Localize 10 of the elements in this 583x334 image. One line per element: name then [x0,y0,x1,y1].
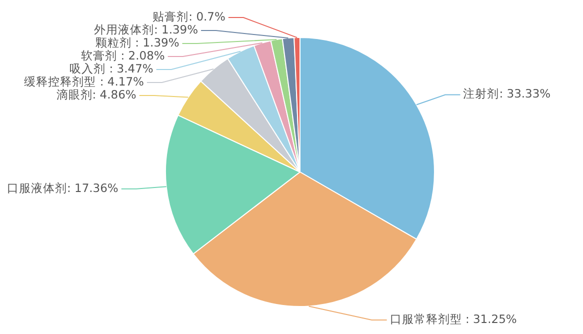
slice-label: 软膏剂 : 2.08% [81,48,165,63]
slice-label: 缓释控释剂型 : 4.17% [24,74,144,89]
slice-label: 外用液体剂: 1.39% [94,22,198,37]
slice-label: 注射剂: 33.33% [463,86,551,101]
slice-label: 口服常释剂型 : 31.25% [390,312,517,326]
slice-label: 口服液体剂: 17.36% [6,180,118,195]
slice-label: 颗粒剂 : 1.39% [96,36,180,50]
slice-label: 吸入剂 : 3.47% [70,62,154,76]
slice-label: 贴膏剂: 0.7% [152,10,226,24]
slice-label: 滴眼剂: 4.86% [56,88,136,102]
